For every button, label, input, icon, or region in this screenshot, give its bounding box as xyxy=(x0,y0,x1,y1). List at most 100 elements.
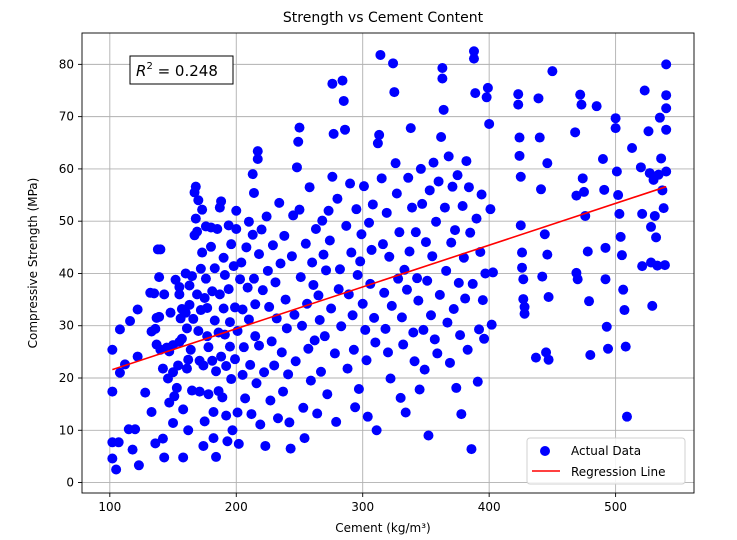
data-point xyxy=(256,224,267,235)
data-point xyxy=(619,305,630,316)
data-point xyxy=(461,156,472,167)
data-point xyxy=(403,172,414,183)
data-point xyxy=(180,307,191,318)
x-tick-label: 200 xyxy=(225,500,248,514)
scatter-points xyxy=(107,46,672,475)
data-point xyxy=(427,251,438,262)
data-point xyxy=(661,103,672,114)
data-point xyxy=(298,402,309,413)
data-point xyxy=(113,437,124,448)
data-point xyxy=(639,85,650,96)
data-point xyxy=(391,188,402,199)
data-point xyxy=(293,136,304,147)
data-point xyxy=(367,199,378,210)
data-point xyxy=(413,295,424,306)
data-point xyxy=(356,229,367,240)
data-point xyxy=(597,153,608,164)
data-point xyxy=(111,464,122,475)
data-point xyxy=(323,205,334,216)
data-point xyxy=(423,430,434,441)
y-tick-label: 60 xyxy=(59,162,74,176)
data-point xyxy=(187,271,198,282)
data-point xyxy=(348,344,359,355)
data-point xyxy=(659,260,670,271)
data-point xyxy=(404,246,415,257)
data-point xyxy=(195,263,206,274)
data-point xyxy=(254,340,265,351)
data-point xyxy=(114,324,125,335)
data-point xyxy=(420,237,431,248)
data-point xyxy=(616,250,627,261)
x-axis-ticks: 100 200 300 400 500 xyxy=(98,493,627,514)
data-point xyxy=(125,316,136,327)
data-point xyxy=(637,261,648,272)
y-tick-label: 30 xyxy=(59,319,74,333)
data-point xyxy=(251,378,262,389)
data-point xyxy=(248,187,259,198)
data-point xyxy=(205,241,216,252)
data-point xyxy=(224,341,235,352)
data-point xyxy=(351,204,362,215)
r2-annotation: R2 = 0.248 xyxy=(129,55,234,85)
data-point xyxy=(290,356,301,367)
data-point xyxy=(212,224,223,235)
data-point xyxy=(245,359,256,370)
data-point xyxy=(576,99,587,110)
data-point xyxy=(466,444,477,455)
data-point xyxy=(197,247,208,258)
data-point xyxy=(327,171,338,182)
data-point xyxy=(635,162,646,173)
data-point xyxy=(300,238,311,249)
data-point xyxy=(518,274,529,285)
data-point xyxy=(322,389,333,400)
y-tick-label: 40 xyxy=(59,266,74,280)
data-point xyxy=(468,46,479,57)
data-point xyxy=(485,204,496,215)
data-point xyxy=(513,89,524,100)
data-point xyxy=(324,235,335,246)
data-point xyxy=(130,424,141,435)
data-point xyxy=(428,157,439,168)
data-point xyxy=(107,453,118,464)
data-point xyxy=(255,419,266,430)
data-point xyxy=(390,158,401,169)
data-point xyxy=(222,436,233,447)
x-axis-label: Cement (kg/m³) xyxy=(335,521,430,535)
data-point xyxy=(447,181,458,192)
data-point xyxy=(216,196,227,207)
data-point xyxy=(542,158,553,169)
r2-annotation-text: R2 = 0.248 xyxy=(136,61,218,80)
data-point xyxy=(398,339,409,350)
data-point xyxy=(193,325,204,336)
data-point xyxy=(456,409,467,420)
data-point xyxy=(326,303,337,314)
data-point xyxy=(518,294,529,305)
data-point xyxy=(419,364,430,375)
data-point xyxy=(424,185,435,196)
data-point xyxy=(157,363,168,374)
data-point xyxy=(241,242,252,253)
data-point xyxy=(433,176,444,187)
data-point xyxy=(341,220,352,231)
data-point xyxy=(149,288,160,299)
data-point xyxy=(600,242,611,253)
data-point xyxy=(248,273,259,284)
data-point xyxy=(482,82,493,93)
y-tick-label: 20 xyxy=(59,371,74,385)
data-point xyxy=(169,391,180,402)
data-point xyxy=(250,299,261,310)
data-point xyxy=(337,75,348,86)
data-point xyxy=(294,122,305,133)
data-point xyxy=(476,189,487,200)
data-point xyxy=(610,123,621,134)
data-point xyxy=(228,261,239,272)
y-tick-label: 0 xyxy=(66,476,74,490)
data-point xyxy=(434,289,445,300)
data-point xyxy=(401,284,412,295)
data-point xyxy=(247,229,258,240)
y-tick-label: 70 xyxy=(59,110,74,124)
data-point xyxy=(243,314,254,325)
data-point xyxy=(181,363,192,374)
data-point xyxy=(252,146,263,157)
data-point xyxy=(197,204,208,215)
